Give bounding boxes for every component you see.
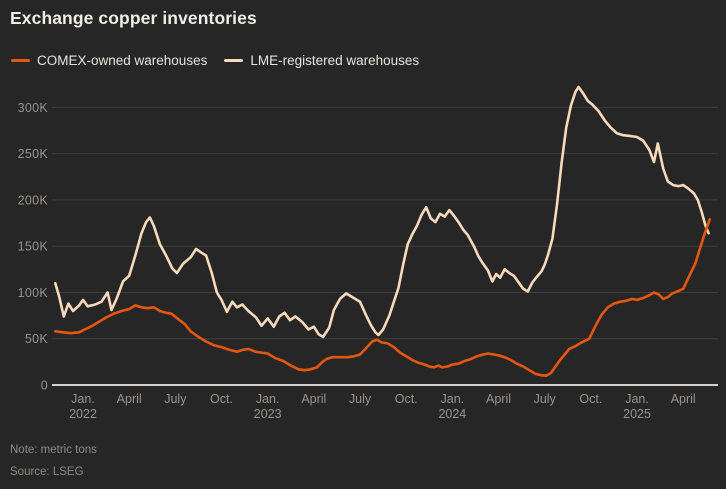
- x-axis-label: April: [301, 392, 326, 406]
- x-axis-label: Jan.: [256, 392, 280, 406]
- y-axis-label: 300K: [18, 101, 49, 115]
- x-axis-label: Oct.: [395, 392, 418, 406]
- page-title: Exchange copper inventories: [10, 8, 257, 28]
- lme-line-swatch: [224, 59, 244, 62]
- legend-item-comex: COMEX-owned warehouses: [11, 53, 207, 68]
- x-axis-label: July: [534, 392, 557, 406]
- x-axis-year-label: 2022: [69, 407, 97, 421]
- y-axis-label: 250K: [18, 147, 49, 161]
- y-axis-label: 0: [41, 379, 48, 393]
- y-axis-label: 150K: [18, 240, 49, 254]
- x-axis-label: April: [117, 392, 142, 406]
- x-axis-label: July: [349, 392, 372, 406]
- comex-line-swatch: [11, 59, 30, 62]
- y-axis-label: 50K: [25, 332, 49, 346]
- comex-series-line: [54, 218, 711, 377]
- x-axis-label: Jan.: [71, 392, 95, 406]
- lme-series-line: [54, 85, 710, 339]
- x-axis-year-label: 2023: [254, 407, 282, 421]
- x-axis-year-label: 2025: [623, 407, 651, 421]
- chart-legend: COMEX-owned warehouses LME-registered wa…: [11, 53, 419, 68]
- chart-note: Note: metric tons: [10, 444, 97, 456]
- x-axis-year-label: 2024: [438, 407, 466, 421]
- x-axis-label: July: [164, 392, 187, 406]
- legend-label-lme: LME-registered warehouses: [250, 53, 420, 68]
- y-axis-label: 200K: [18, 193, 49, 207]
- x-axis-label: Jan.: [625, 392, 649, 406]
- y-axis-label: 100K: [18, 286, 49, 300]
- x-axis-label: April: [671, 392, 696, 406]
- x-axis-label: Oct.: [579, 392, 602, 406]
- legend-item-lme: LME-registered warehouses: [224, 53, 419, 68]
- x-axis-label: April: [486, 392, 511, 406]
- x-axis-label: Jan.: [441, 392, 465, 406]
- x-axis-label: Oct.: [210, 392, 233, 406]
- chart-source: Source: LSEG: [10, 466, 84, 478]
- legend-label-comex: COMEX-owned warehouses: [37, 53, 208, 68]
